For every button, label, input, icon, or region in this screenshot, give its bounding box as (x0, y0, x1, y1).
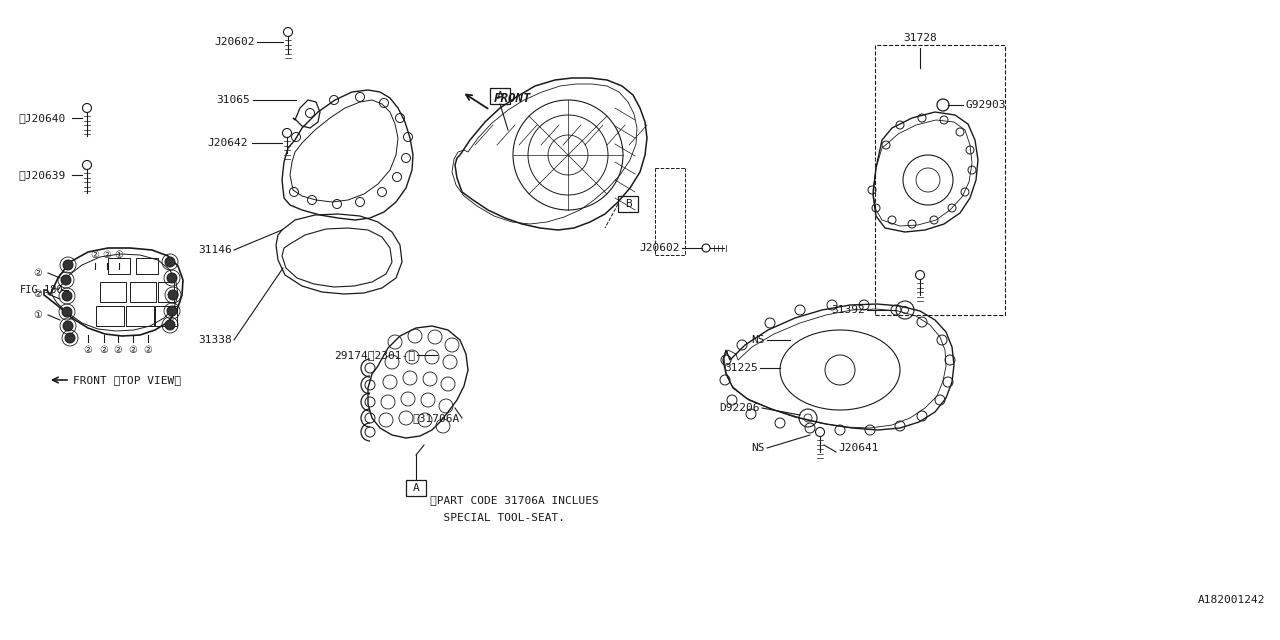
Bar (96, 306, 124, 326)
Text: G92903: G92903 (965, 100, 1006, 110)
Circle shape (63, 260, 73, 270)
Bar (157, 282, 174, 302)
Text: J20602: J20602 (215, 37, 255, 47)
Text: J20602: J20602 (640, 243, 680, 253)
Text: ②: ② (114, 345, 123, 355)
Text: 31225: 31225 (724, 363, 758, 373)
Text: B: B (625, 199, 631, 209)
Text: 31728: 31728 (904, 33, 937, 43)
Text: 31338: 31338 (198, 335, 232, 345)
Circle shape (61, 291, 72, 301)
Text: A: A (412, 483, 420, 493)
Bar (406, 480, 426, 496)
Bar (490, 88, 509, 104)
Bar (876, 45, 1005, 315)
Circle shape (61, 307, 72, 317)
Text: 31392: 31392 (831, 305, 865, 315)
Text: ①J20640: ①J20640 (18, 113, 65, 123)
Circle shape (168, 290, 178, 300)
Text: ②: ② (33, 268, 42, 278)
Text: A: A (497, 91, 503, 101)
Text: 31146: 31146 (198, 245, 232, 255)
Bar (618, 196, 637, 212)
Text: ②: ② (33, 289, 42, 299)
Bar (136, 258, 157, 274)
Text: ※31706A: ※31706A (412, 413, 460, 423)
Text: J20641: J20641 (838, 443, 878, 453)
Text: ②: ② (83, 345, 92, 355)
Circle shape (165, 257, 175, 267)
Text: ②: ② (91, 250, 100, 260)
Circle shape (63, 321, 73, 331)
Bar (108, 258, 131, 274)
Text: A182001242: A182001242 (1198, 595, 1265, 605)
Bar (125, 306, 154, 326)
Text: ②J20639: ②J20639 (18, 170, 65, 180)
Text: 29174【2301-】: 29174【2301-】 (334, 350, 415, 360)
Text: J20642: J20642 (207, 138, 248, 148)
Circle shape (61, 275, 70, 285)
Text: NS: NS (751, 443, 765, 453)
Bar (155, 306, 177, 326)
Text: ①: ① (115, 250, 123, 260)
Circle shape (166, 273, 177, 283)
Bar (100, 282, 125, 302)
Text: 31065: 31065 (216, 95, 250, 105)
Text: ②: ② (143, 345, 152, 355)
Text: FRONT: FRONT (494, 92, 531, 104)
Bar (131, 282, 156, 302)
Text: FIG.180: FIG.180 (20, 285, 64, 295)
Circle shape (165, 320, 175, 330)
Text: SPECIAL TOOL-SEAT.: SPECIAL TOOL-SEAT. (430, 513, 564, 523)
Text: NS: NS (751, 335, 765, 345)
Text: ①: ① (33, 310, 42, 320)
Circle shape (166, 306, 177, 316)
Text: ②: ② (100, 345, 109, 355)
Text: D92206: D92206 (719, 403, 760, 413)
Text: ②: ② (128, 345, 137, 355)
Text: FRONT 〈TOP VIEW〉: FRONT 〈TOP VIEW〉 (73, 375, 180, 385)
Circle shape (65, 333, 76, 343)
Text: ※PART CODE 31706A INCLUES: ※PART CODE 31706A INCLUES (430, 495, 599, 505)
Text: ②: ② (102, 250, 111, 260)
